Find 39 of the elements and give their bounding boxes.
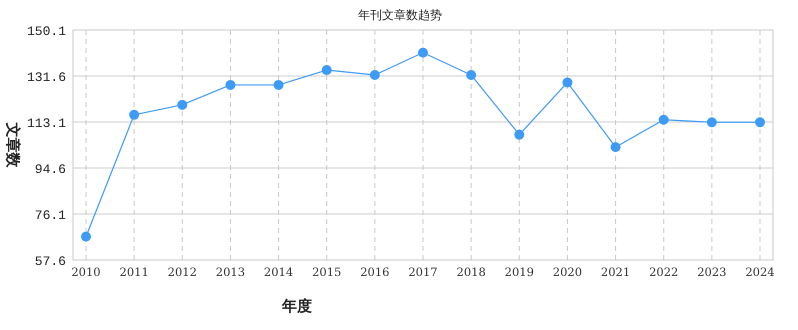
y-tick-label: 94.6 (34, 162, 66, 177)
point (514, 130, 524, 140)
point (81, 232, 91, 242)
x-tick-label: 2012 (168, 265, 197, 279)
point (706, 117, 717, 128)
point (755, 117, 765, 128)
point (274, 80, 284, 90)
y-tick-label: 150.1 (26, 24, 66, 39)
point (177, 100, 188, 110)
x-tick-label: 2022 (649, 265, 678, 279)
chart-title: 年刊文章数趋势 (358, 8, 442, 22)
y-tick-label: 131.6 (26, 70, 66, 85)
point (658, 114, 669, 125)
x-axis-title: 年度 (281, 297, 312, 315)
point (225, 80, 236, 90)
x-tick-label: 2011 (120, 265, 149, 279)
y-tick-label: 76.1 (34, 208, 66, 223)
point (129, 110, 140, 120)
x-tick-label: 2014 (264, 265, 294, 279)
x-tick-label: 2018 (456, 265, 486, 279)
x-tick-label: 2024 (745, 265, 775, 279)
x-tick-label: 2023 (697, 265, 726, 279)
point (466, 70, 476, 80)
x-tick-label: 2017 (408, 265, 438, 279)
x-tick-label: 2010 (71, 265, 101, 279)
x-tick-label: 2015 (312, 265, 342, 279)
x-tick-label: 2021 (600, 265, 630, 279)
x-tick-label: 2013 (216, 265, 246, 279)
point (610, 142, 621, 152)
point (370, 70, 380, 80)
x-tick-label: 2019 (504, 265, 534, 279)
x-tick-label: 2016 (360, 265, 390, 279)
point (322, 65, 332, 76)
x-tick-label: 2020 (552, 265, 582, 279)
y-axis-title: 文章数 (4, 122, 22, 168)
y-tick-label: 57.6 (34, 254, 66, 269)
y-tick-label: 113.1 (26, 116, 66, 131)
point (562, 77, 572, 88)
point (418, 48, 428, 58)
